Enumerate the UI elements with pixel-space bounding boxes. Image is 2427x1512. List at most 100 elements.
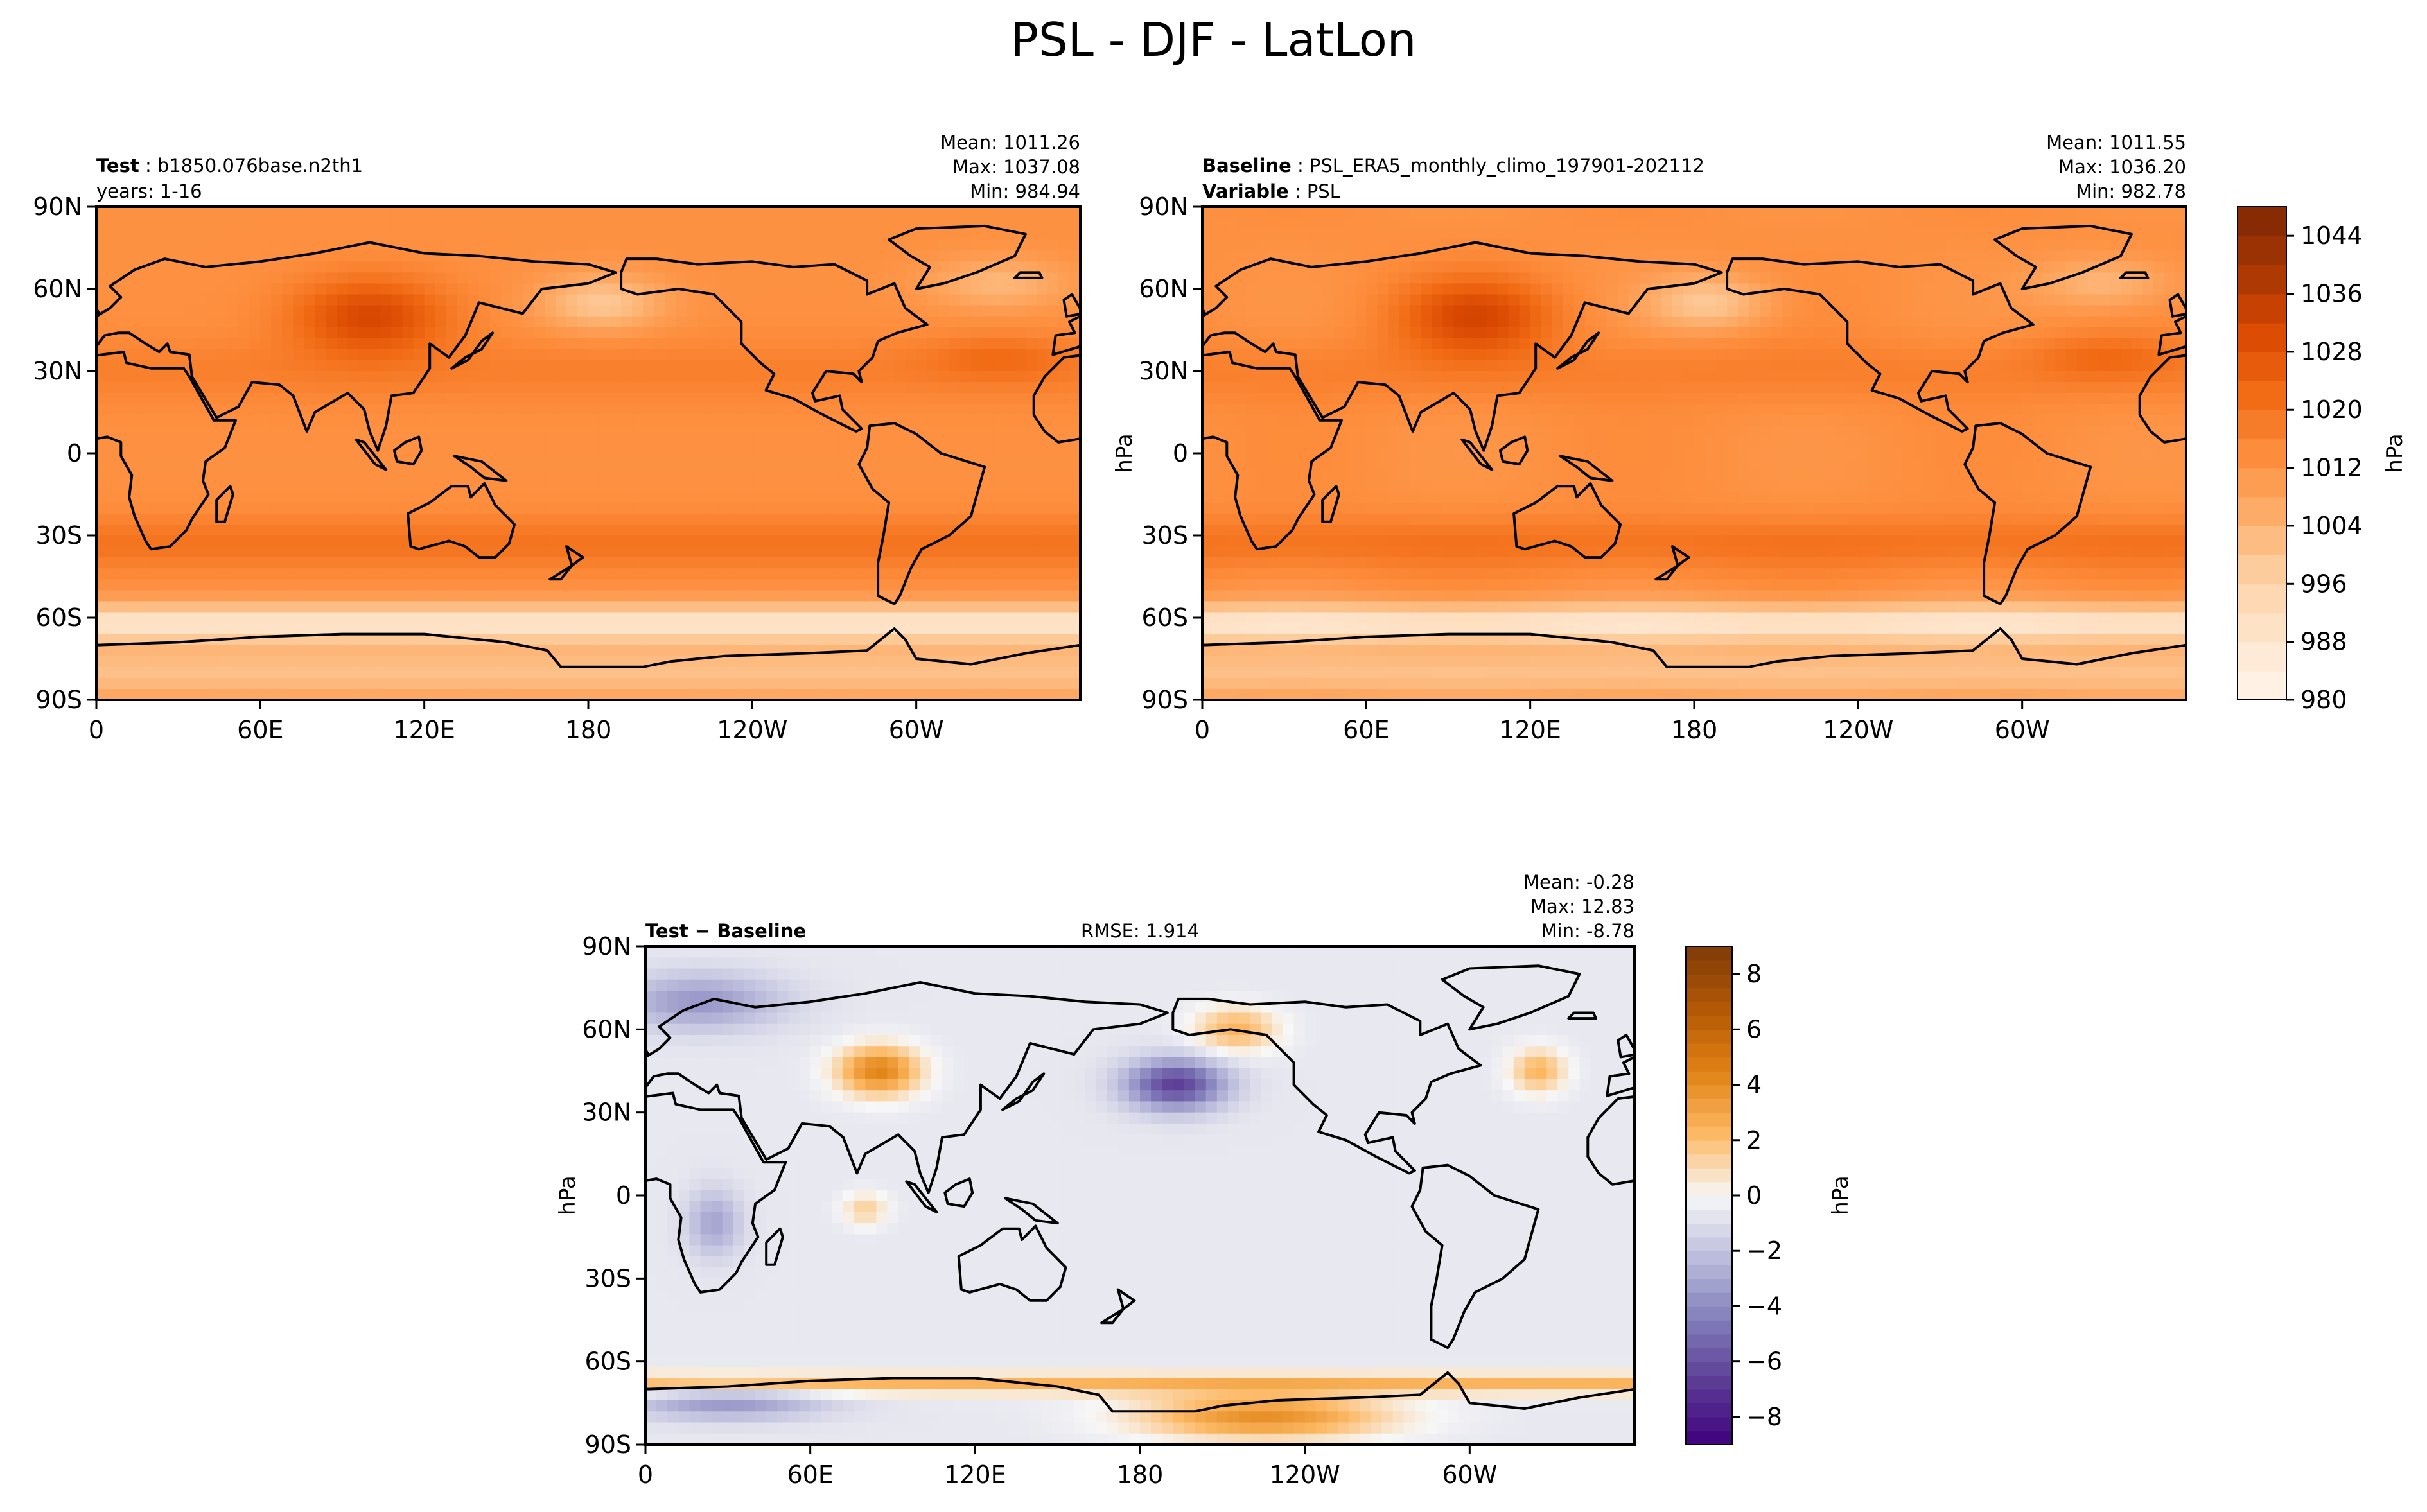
colorbar-tick-label: −8 [1746,1403,1782,1431]
coastline-sumatra [355,438,388,471]
colorbar: 8 6 4 2 0 −2 −4 −6 −8 hPa [1685,946,1853,1445]
coastline-uk-wrap [1062,293,1080,318]
coastline-uk-wrap [1617,1034,1634,1059]
coastline-uk-wrap [2168,293,2186,318]
colorbar-step [1686,1043,1732,1058]
coastline-namerica-wrap [2162,999,2427,1174]
x-tick-label: 180 [565,716,612,744]
colorbar-step [2238,381,2286,411]
coastline-eurasia [645,981,1169,1194]
coastline-madagascar [215,485,234,523]
colorbar-step [2238,207,2286,236]
colorbar-tick-label: −4 [1746,1292,1782,1320]
colorbar-step [1686,1320,1732,1335]
colorbar-tick-label: 988 [2300,628,2347,656]
y-tick-label: 30S [1142,521,1188,550]
coastline-australia-wrap [1948,1226,2055,1300]
coastline-iceland-wrap [2119,271,2150,279]
header-bold: Variable [1202,180,1289,202]
colorbar-tick-label: 1044 [2300,222,2363,250]
x-tick-label: 180 [1117,1461,1164,1489]
colorbar-step [1686,1430,1732,1445]
y-tick-label: 60S [1142,604,1188,632]
colorbar-step [2238,584,2286,614]
header-line: Variable : PSL [1202,180,1340,202]
colorbar-label: hPa [2382,433,2408,473]
x-tick-label: 60W [1995,716,2050,744]
coastline-borneo-wrap [1934,1179,1961,1206]
coastline-borneo [1498,435,1529,466]
coastline-namerica [1171,997,1482,1175]
coastline-samerica [1963,422,2092,605]
y-tick-label: 90N [582,932,631,960]
coastline-greenland [1993,224,2133,290]
x-tick-label: 0 [1195,716,1210,744]
colorbar-frame [2237,206,2287,700]
colorbar-tick-label: 0 [1746,1181,1762,1210]
colorbar-step [1686,1375,1732,1390]
colorbar-step [1686,1029,1732,1044]
stat-0: Mean: 1011.55 [2046,132,2186,153]
axis-ticks: 0 60E 120E 180 120W 60W 90N 60N 30N 0 30S 60S 90S [33,193,943,744]
stat-1: Max: 1036.20 [2058,156,2186,178]
x-tick-label: 120W [1270,1461,1340,1489]
x-tick-label: 0 [89,716,104,744]
map-panel-test: 0 60E 120E 180 120W 60W 90N 60N 30N 0 30S 60S 90S Tes… [33,132,1082,744]
y-tick-label: 90S [1142,686,1188,714]
coastline-borneo [392,435,423,466]
y-tick-label: 30S [36,521,82,550]
x-tick-label: 120E [944,1461,1006,1489]
colorbar-step [1686,1167,1732,1183]
colorbar-step [2238,613,2286,643]
y-tick-label: 90S [585,1430,631,1459]
colorbar-step [2238,322,2286,352]
colorbar-step [1686,1126,1732,1141]
coastline-australia [407,482,516,559]
colorbar-step [1686,1306,1732,1321]
colorbar-step [1686,987,1732,1003]
coastline-nz-wrap [2090,1290,2123,1323]
coastline-antarctica [645,1371,1634,1445]
colorbar-label: hPa [1828,1176,1853,1215]
x-tick-label: 120E [1499,716,1561,744]
colorbar-step [1686,1112,1732,1127]
coastlines [1202,224,2186,700]
y-tick-label: 90N [33,193,82,221]
figure-title: PSL - DJF - LatLon [1010,13,1417,67]
colorbar-step [1686,1140,1732,1155]
colorbar-step [1686,1251,1732,1265]
coastline-eurasia [1202,241,1723,452]
coastline-japan [1556,331,1600,370]
x-tick-label: 180 [1671,716,1718,744]
stat-2: Min: 984.94 [970,180,1080,202]
y-tick-label: 0 [1173,439,1188,467]
colorbar: 1044 1036 1028 1020 1012 1004 996 988 980 hPa [2237,206,2408,714]
header-text: : PSL_ERA5_monthly_climo_197901-202112 [1292,155,1704,177]
coastline-antarctica [1202,627,2186,700]
stat-0: Mean: -0.28 [1523,871,1634,893]
colorbar-step [1686,1099,1732,1113]
field-shading [645,946,1634,1445]
coastline-sumatra [905,1180,938,1213]
colorbar-step [1686,1071,1732,1086]
coastline-newguinea [1004,1197,1059,1225]
y-tick-label: 90N [1139,193,1188,221]
colorbar-step [1686,1416,1732,1432]
coastlines [645,964,2427,1445]
field-shading [96,207,1080,700]
colorbar-step [1686,1084,1732,1099]
header-line: years: 1-16 [96,180,202,202]
coastline-newguinea [1559,455,1614,482]
stat-1: Max: 12.83 [1530,896,1634,917]
y-tick-label: 0 [616,1181,631,1210]
coastline-newguinea [453,455,508,482]
coastline-sumatra-wrap [1895,1181,1925,1212]
colorbar-step [1686,1361,1732,1377]
x-tick-label: 60E [1343,716,1389,744]
colorbar-step [1686,1264,1732,1280]
y-tick-label: 0 [67,439,82,467]
colorbar-step [2238,525,2286,555]
y-axis-label: hPa [1112,433,1137,473]
y-tick-label: 30N [582,1099,631,1127]
coastline-japan [1001,1072,1046,1111]
